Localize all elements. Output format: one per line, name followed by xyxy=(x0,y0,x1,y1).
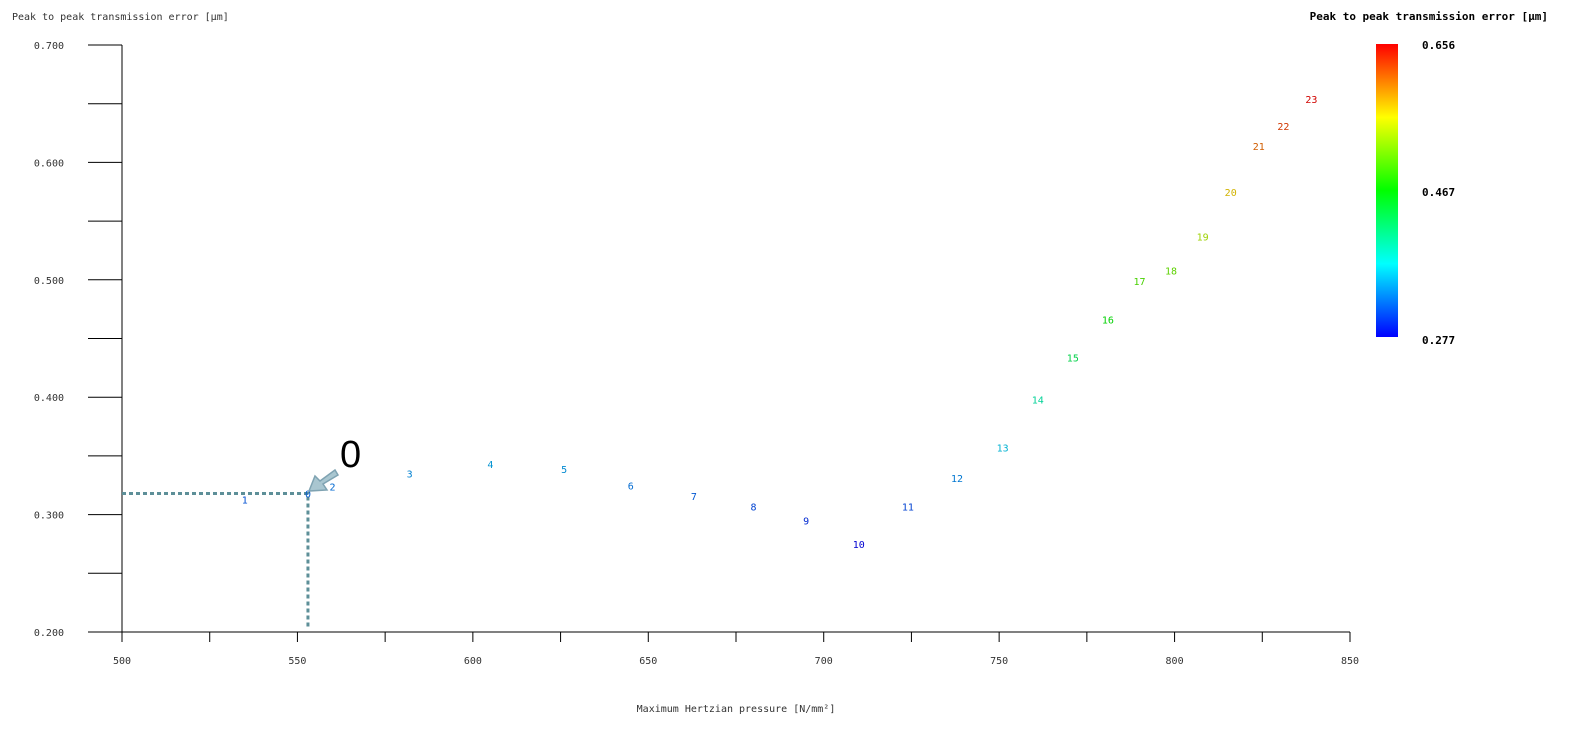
y-axis-label: Peak to peak transmission error [μm] xyxy=(12,12,229,23)
data-point-4: 4 xyxy=(487,460,493,471)
data-point-21: 21 xyxy=(1253,142,1265,153)
data-point-11: 11 xyxy=(902,502,914,513)
x-tick-label: 600 xyxy=(464,656,482,667)
data-point-16: 16 xyxy=(1102,316,1114,327)
data-point-14: 14 xyxy=(1032,396,1044,407)
data-point-0: 0 xyxy=(305,489,311,500)
data-point-19: 19 xyxy=(1197,232,1209,243)
data-point-23: 23 xyxy=(1305,95,1317,106)
x-tick-label: 500 xyxy=(113,656,131,667)
x-tick-label: 750 xyxy=(990,656,1008,667)
highlight-guides xyxy=(122,491,310,628)
colorbar-mid-label: 0.467 xyxy=(1422,186,1455,199)
x-tick-label: 850 xyxy=(1341,656,1359,667)
data-point-15: 15 xyxy=(1067,353,1079,364)
colorbar-min-label: 0.277 xyxy=(1422,334,1455,347)
data-point-7: 7 xyxy=(691,492,697,503)
y-tick-label: 0.400 xyxy=(34,393,64,404)
data-point-2: 2 xyxy=(329,482,335,493)
y-tick-label: 0.200 xyxy=(34,628,64,639)
x-tick-label: 550 xyxy=(288,656,306,667)
colorbar-max-label: 0.656 xyxy=(1422,39,1455,52)
data-point-17: 17 xyxy=(1133,277,1145,288)
colorbar xyxy=(1376,44,1398,337)
highlight-arrow-icon xyxy=(307,468,340,492)
data-point-18: 18 xyxy=(1165,266,1177,277)
y-tick-label: 0.600 xyxy=(34,158,64,169)
data-point-13: 13 xyxy=(997,444,1009,455)
data-point-6: 6 xyxy=(628,481,634,492)
data-point-22: 22 xyxy=(1277,122,1289,133)
y-tick-label: 0.700 xyxy=(34,41,64,52)
y-tick-label: 0.500 xyxy=(34,276,64,287)
x-tick-label: 650 xyxy=(639,656,657,667)
highlight-guide-line xyxy=(122,491,310,628)
data-point-12: 12 xyxy=(951,474,963,485)
data-point-3: 3 xyxy=(407,470,413,481)
data-point-10: 10 xyxy=(853,540,865,551)
x-tick-label: 700 xyxy=(815,656,833,667)
x-tick-label: 800 xyxy=(1166,656,1184,667)
data-point-9: 9 xyxy=(803,516,809,527)
y-tick-label: 0.300 xyxy=(34,511,64,522)
x-axis-label: Maximum Hertzian pressure [N/mm²] xyxy=(637,704,836,715)
data-point-5: 5 xyxy=(561,465,567,476)
data-point-20: 20 xyxy=(1225,188,1237,199)
data-point-8: 8 xyxy=(751,502,757,513)
data-point-1: 1 xyxy=(242,495,248,506)
colorbar-title: Peak to peak transmission error [μm] xyxy=(1310,10,1548,23)
highlight-label: 0 xyxy=(340,434,361,476)
